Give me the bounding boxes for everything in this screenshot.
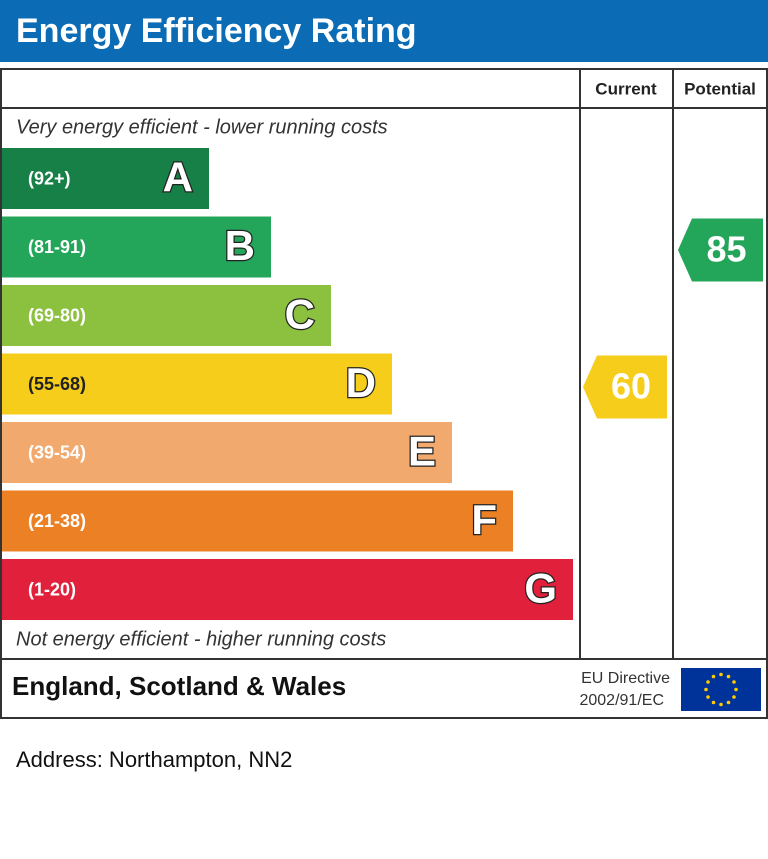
directive: 2002/91/EC	[579, 692, 664, 709]
star	[704, 687, 708, 692]
bottom-note: Not energy efficient - higher running co…	[16, 628, 386, 650]
directive: EU Directive	[581, 670, 670, 687]
band	[2, 285, 331, 346]
column-header: Current	[595, 79, 657, 98]
frame	[0, 68, 768, 719]
rating-value: 85	[706, 229, 746, 270]
column-header: Potential	[684, 79, 756, 98]
band-range: (55-68)	[28, 374, 86, 394]
top-note: Very energy efficient - lower running co…	[16, 116, 388, 138]
star	[706, 695, 710, 699]
band-letter: F	[471, 496, 497, 543]
band	[2, 216, 271, 278]
header-bar	[0, 0, 768, 62]
star	[719, 702, 723, 707]
star	[732, 695, 736, 699]
rating-arrow	[583, 355, 667, 419]
band-range: (39-54)	[28, 442, 86, 462]
star	[734, 687, 738, 692]
band	[2, 148, 209, 209]
band-letter: D	[346, 359, 376, 406]
rating-arrow	[678, 218, 763, 282]
address: Address: Northampton, NN2	[16, 747, 292, 772]
band	[2, 559, 573, 620]
band-range: (81-91)	[28, 237, 86, 257]
star	[726, 700, 731, 705]
band-letter: C	[285, 291, 315, 338]
star	[732, 680, 736, 684]
band-range: (21-38)	[28, 511, 86, 531]
star	[711, 700, 716, 705]
title: Energy Efficiency Rating	[16, 12, 417, 50]
band	[2, 490, 513, 552]
star	[726, 674, 731, 679]
band-letter: A	[163, 154, 193, 201]
star	[706, 680, 710, 684]
star	[711, 674, 716, 679]
band-letter: E	[408, 428, 436, 475]
band	[2, 353, 392, 415]
eu-stars	[704, 672, 738, 707]
band-range: (69-80)	[28, 305, 86, 325]
star	[719, 672, 723, 677]
region: England, Scotland & Wales	[12, 671, 346, 701]
band-letter: G	[524, 565, 557, 612]
band-range: (92+)	[28, 168, 71, 188]
band-range: (1-20)	[28, 579, 76, 599]
band	[2, 422, 452, 483]
band-letter: B	[225, 222, 255, 269]
rating-value: 60	[611, 366, 651, 407]
